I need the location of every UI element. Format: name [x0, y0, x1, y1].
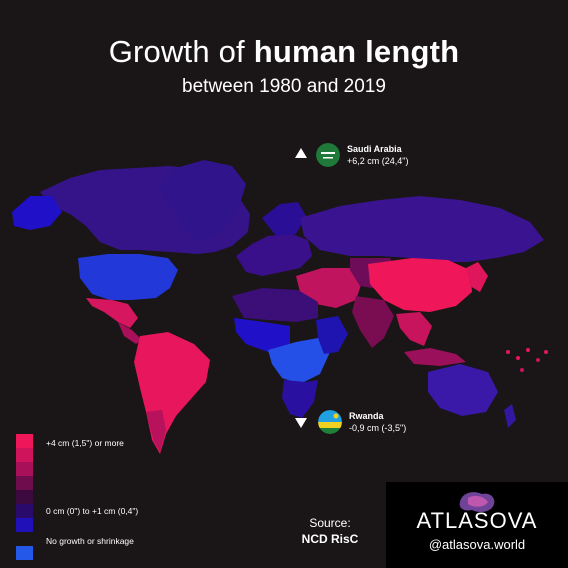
region-scandinavia — [262, 202, 306, 236]
region-north-africa — [232, 288, 318, 322]
map-title: Growth of human length — [0, 34, 568, 70]
callout-rwanda: Rwanda -0,9 cm (-3,5") — [349, 410, 406, 434]
map-subtitle: between 1980 and 2019 — [182, 76, 386, 97]
legend-swatch — [16, 476, 33, 490]
legend-swatch — [16, 462, 33, 476]
legend-swatch — [16, 448, 33, 462]
island-dot — [516, 356, 520, 360]
legend-swatch — [16, 504, 33, 518]
source-value: NCD RisC — [301, 532, 359, 546]
island-dot — [520, 368, 524, 372]
legend-color-scale — [16, 434, 33, 560]
island-dot — [544, 350, 548, 354]
region-south-america — [134, 332, 210, 454]
callout-bottom-name: Rwanda — [349, 411, 384, 421]
island-dot — [506, 350, 510, 354]
region-australia — [428, 364, 498, 416]
up-triangle-icon — [295, 148, 307, 158]
legend-bottom-label: No growth or shrinkage — [46, 536, 134, 546]
callout-saudi-arabia: Saudi Arabia +6,2 cm (24,4") — [347, 143, 408, 167]
region-indonesia — [404, 348, 466, 366]
region-southern-africa — [282, 380, 318, 418]
legend-swatch — [16, 546, 33, 560]
title-bold: human length — [253, 34, 460, 69]
island-dot — [536, 358, 540, 362]
region-india — [352, 296, 394, 348]
region-central-africa — [268, 338, 330, 384]
down-triangle-icon — [295, 418, 307, 428]
brand-box: ATLASOVA @atlasova.world — [386, 482, 568, 568]
legend-top-label: +4 cm (1,5") or more — [46, 438, 124, 448]
region-west-africa — [234, 318, 290, 352]
legend-mid-label: 0 cm (0") to +1 cm (0,4") — [46, 506, 139, 516]
title-prefix: Growth of — [108, 34, 254, 69]
brand-handle: @atlasova.world — [428, 537, 526, 552]
region-china — [368, 258, 472, 312]
region-mexico — [86, 298, 138, 328]
legend-swatch — [16, 434, 33, 448]
region-east-africa — [316, 316, 348, 354]
atlasova-logo-icon — [459, 492, 495, 512]
region-usa — [78, 254, 178, 300]
callout-top-name: Saudi Arabia — [347, 144, 402, 154]
brand-name: ATLASOVA — [416, 508, 538, 533]
region-central-america — [118, 322, 142, 344]
island-dot — [526, 348, 530, 352]
source-note: Source: NCD RisC — [290, 515, 370, 547]
legend-swatch — [16, 518, 33, 532]
callout-bottom-value: -0,9 cm (-3,5") — [349, 423, 407, 433]
source-label: Source: — [309, 516, 351, 530]
region-south-america-south — [146, 410, 166, 452]
region-korea-japan — [466, 262, 488, 292]
rwanda-flag-icon — [318, 410, 342, 434]
legend-swatch — [16, 490, 33, 504]
saudi-flag-icon — [316, 143, 340, 167]
region-middle-east — [296, 268, 362, 308]
region-europe — [236, 234, 312, 276]
region-greenland — [160, 160, 246, 242]
region-russia — [300, 196, 544, 262]
region-new-zealand — [504, 404, 516, 428]
region-alaska-west — [12, 196, 62, 230]
region-southeast-asia — [396, 312, 432, 346]
callout-top-value: +6,2 cm (24,4") — [347, 156, 409, 166]
